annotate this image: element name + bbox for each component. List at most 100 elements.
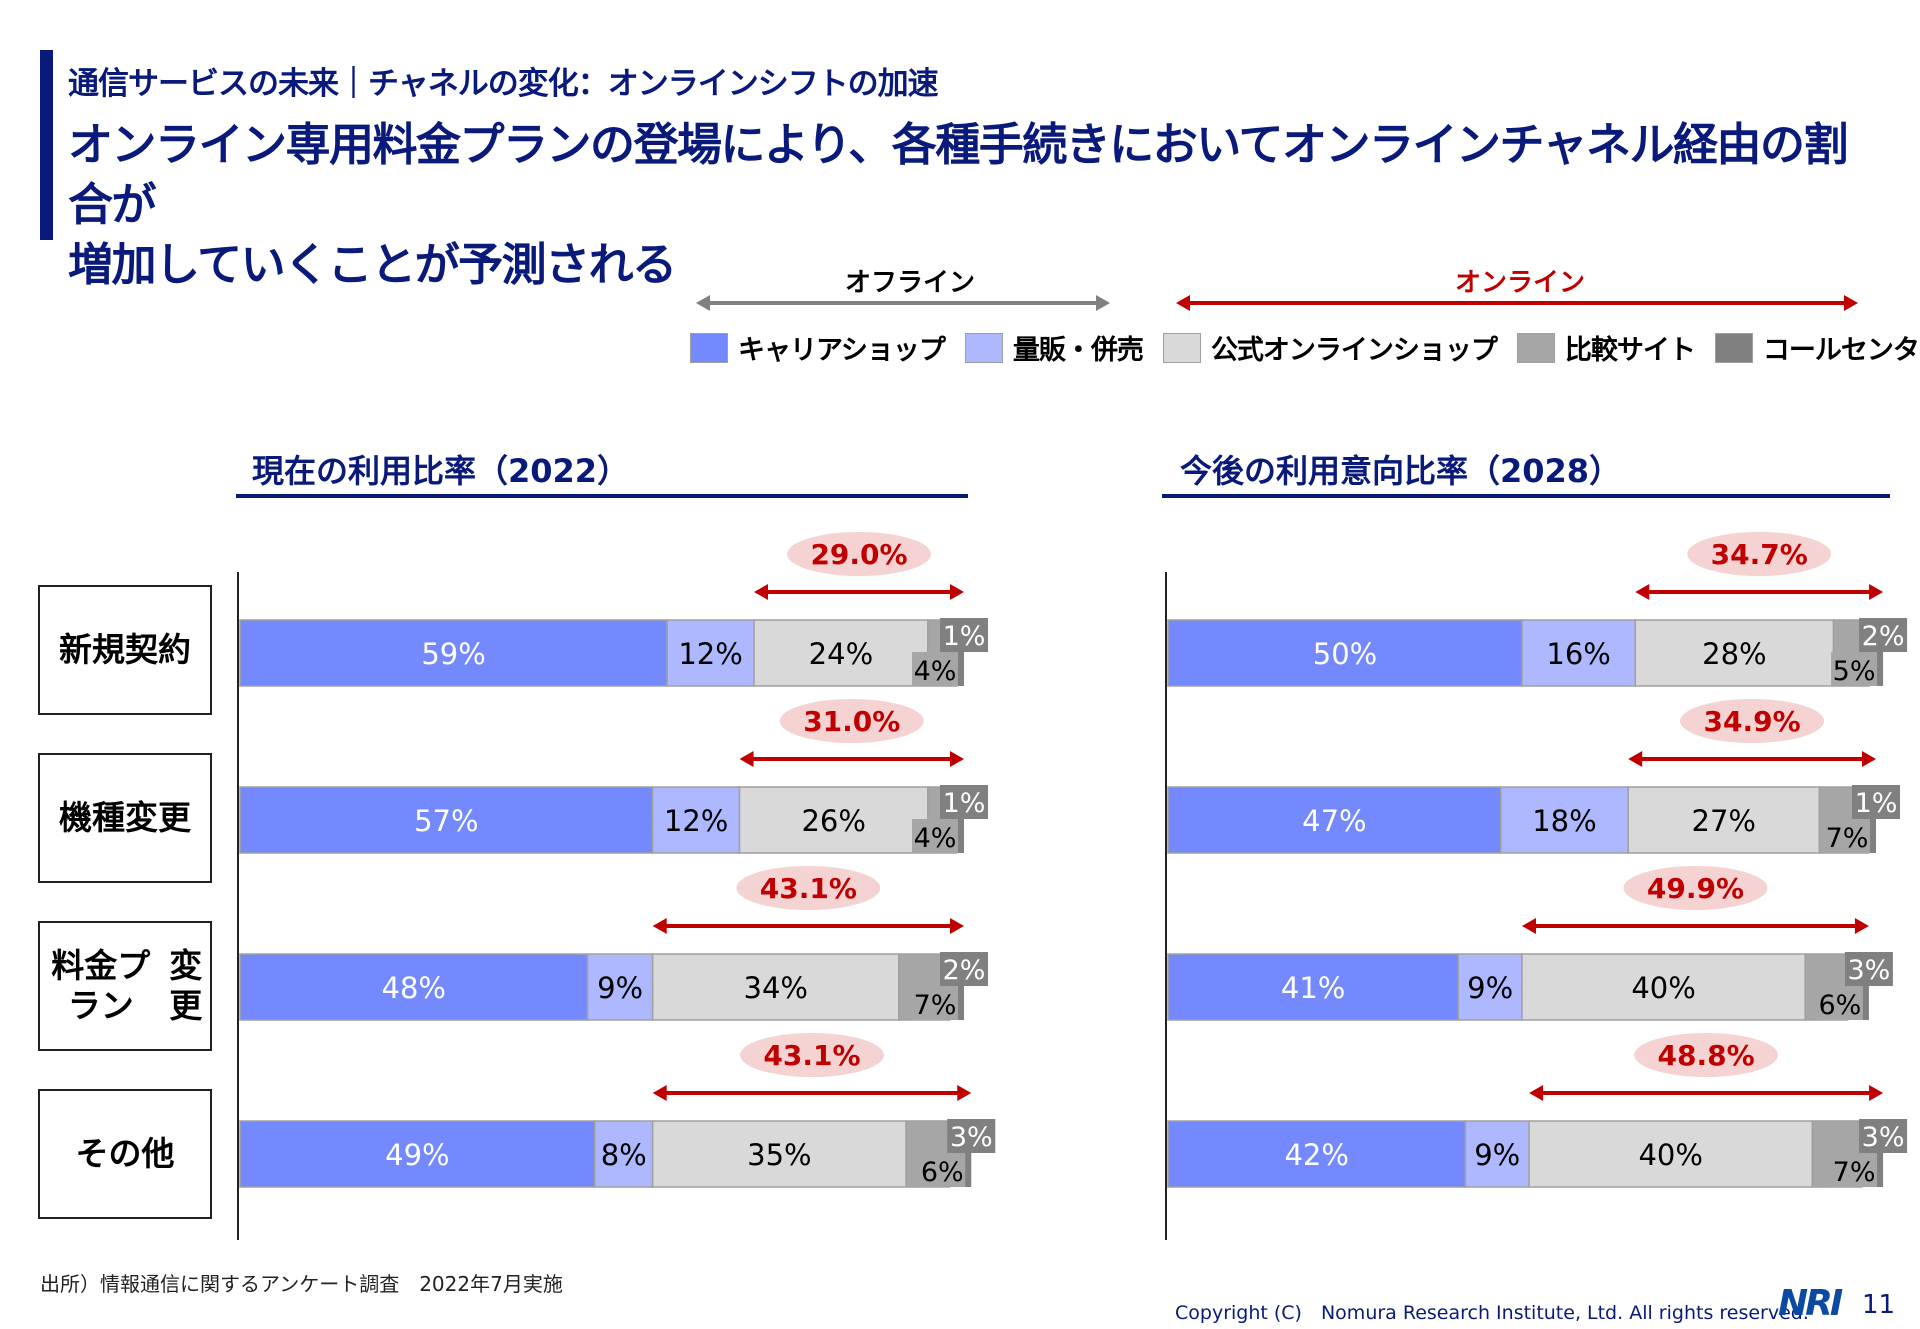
title-accent-bar bbox=[40, 50, 53, 240]
bar-segment-1 bbox=[239, 619, 668, 687]
callcenter-label-box bbox=[940, 785, 988, 819]
bar-segment-3 bbox=[738, 786, 929, 854]
bar-value-label: 8% bbox=[601, 1138, 647, 1172]
arrow-head-right bbox=[950, 751, 964, 767]
online-share-arrow bbox=[1529, 1085, 1884, 1101]
bar-value-label: 1% bbox=[943, 788, 986, 819]
bar-value-label: 1% bbox=[943, 621, 986, 652]
arrow-head-right bbox=[1869, 1085, 1884, 1101]
bar-value-label: 34% bbox=[744, 971, 808, 1005]
bar-value-label: 3% bbox=[1847, 955, 1890, 986]
bar-value-label: 9% bbox=[597, 971, 643, 1005]
bar-value-label: 5% bbox=[1833, 656, 1876, 687]
axis-2022 bbox=[237, 572, 239, 1240]
bar-value-label: 12% bbox=[678, 637, 742, 671]
bar-segment-3 bbox=[1627, 786, 1821, 854]
online-share-value: 43.1% bbox=[760, 872, 857, 905]
bar-segment-3 bbox=[753, 619, 929, 687]
bar-segment-2 bbox=[586, 953, 654, 1021]
category-box: 新規契約 bbox=[38, 585, 212, 715]
legend-swatch bbox=[1162, 332, 1201, 363]
legend-label: 量販・併売 bbox=[1012, 335, 1144, 366]
bar-value-label: 2% bbox=[1862, 621, 1905, 652]
bar-value-label: 40% bbox=[1638, 1138, 1702, 1172]
online-share-value: 34.9% bbox=[1704, 705, 1801, 738]
bar-segment-5 bbox=[1868, 787, 1876, 853]
online-share-badge bbox=[1687, 532, 1832, 576]
page-number: 11 bbox=[1862, 1290, 1896, 1320]
bar-segment-1 bbox=[1167, 1120, 1467, 1188]
copyright-notice: Copyright (C) Nomura Research Institute,… bbox=[1175, 1302, 1809, 1324]
online-share-badge bbox=[1623, 866, 1768, 910]
online-share-arrow bbox=[652, 918, 964, 934]
arrow-head-left bbox=[1529, 1085, 1544, 1101]
bar-value-label: 40% bbox=[1631, 971, 1695, 1005]
offline-range-arrow bbox=[696, 295, 1110, 311]
bar-value-label: 12% bbox=[664, 804, 728, 838]
bar-value-label: 26% bbox=[801, 804, 865, 838]
legend-item: 比較サイト bbox=[1516, 328, 1696, 367]
legend-label: 比較サイト bbox=[1564, 335, 1696, 366]
online-share-arrow bbox=[1522, 918, 1869, 934]
legend-swatch bbox=[964, 332, 1003, 363]
bar-value-label: 9% bbox=[1474, 1138, 1520, 1172]
callcenter-label-box bbox=[1844, 952, 1893, 986]
category-label: その他 bbox=[75, 1134, 175, 1173]
online-range-arrow bbox=[1176, 295, 1858, 311]
bar-value-label: 7% bbox=[914, 990, 957, 1021]
callcenter-label-box bbox=[947, 1119, 996, 1153]
arrow-head-left bbox=[1628, 751, 1643, 767]
bar-segment-3 bbox=[1634, 619, 1835, 687]
bar-value-label: 3% bbox=[1862, 1122, 1905, 1153]
bar-value-label: 28% bbox=[1702, 637, 1766, 671]
panel-rule-2028 bbox=[1162, 494, 1890, 498]
nri-logo: NRI bbox=[1778, 1283, 1843, 1324]
legend-label: キャリアショップ bbox=[738, 335, 946, 366]
online-share-badge bbox=[736, 866, 881, 910]
bar-value-label: 4% bbox=[914, 823, 957, 854]
callcenter-label-box bbox=[940, 952, 988, 986]
comparison-label-box bbox=[1831, 652, 1878, 686]
bar-segment-2 bbox=[1500, 786, 1629, 854]
category-label: 変更 bbox=[169, 946, 203, 1025]
bar-value-label: 6% bbox=[1818, 990, 1861, 1021]
bar-value-label: 9% bbox=[1467, 971, 1513, 1005]
bar-segment-3 bbox=[651, 1120, 907, 1188]
online-share-value: 34.7% bbox=[1711, 538, 1808, 571]
bar-value-label: 7% bbox=[1833, 1157, 1876, 1188]
bar-value-label: 35% bbox=[747, 1138, 811, 1172]
bar-segment-3 bbox=[1521, 953, 1806, 1021]
comparison-label-box bbox=[1824, 819, 1870, 853]
online-share-badge bbox=[739, 1033, 884, 1077]
panel-title-2028: 今後の利用意向比率（2028） bbox=[1180, 452, 1622, 490]
arrow-head-left bbox=[1522, 918, 1536, 934]
category-box: 機種変更 bbox=[38, 753, 212, 883]
bar-value-label: 50% bbox=[1313, 637, 1377, 671]
bar-segment-5 bbox=[956, 787, 964, 853]
online-share-value: 48.8% bbox=[1658, 1039, 1755, 1072]
chart-legend: キャリアショップ 量販・併売 公式オンラインショップ 比較サイト コールセンター bbox=[690, 328, 1920, 367]
range-arrows bbox=[696, 295, 1858, 311]
legend-label: 公式オンラインショップ bbox=[1210, 335, 1498, 366]
bar-segment-2 bbox=[594, 1120, 654, 1188]
online-share-arrow bbox=[754, 584, 964, 600]
callcenter-label-box bbox=[1859, 618, 1908, 652]
bar-value-label: 3% bbox=[950, 1122, 993, 1153]
section-subtitle: 通信サービスの未来｜チャネルの変化：オンラインシフトの加速 bbox=[68, 66, 939, 102]
panel-title-2022: 現在の利用比率（2022） bbox=[252, 452, 630, 490]
arrow-head-left bbox=[754, 584, 769, 600]
bar-value-label: 16% bbox=[1546, 637, 1610, 671]
bar-value-label: 57% bbox=[414, 804, 478, 838]
arrow-head-right bbox=[1854, 918, 1869, 934]
source-note: 出所）情報通信に関するアンケート調査 2022年7月実施 bbox=[40, 1272, 563, 1296]
online-share-arrow bbox=[1628, 751, 1876, 767]
arrow-head-right bbox=[957, 1085, 972, 1101]
category-label: 機種変更 bbox=[59, 798, 191, 837]
bar-segment-1 bbox=[1167, 786, 1502, 854]
bar-value-label: 49% bbox=[385, 1138, 449, 1172]
comparison-label-box bbox=[912, 819, 958, 853]
online-share-value: 43.1% bbox=[763, 1039, 860, 1072]
bar-value-label: 48% bbox=[382, 971, 446, 1005]
bar-segment-5 bbox=[956, 620, 964, 686]
online-share-badge bbox=[779, 699, 924, 743]
